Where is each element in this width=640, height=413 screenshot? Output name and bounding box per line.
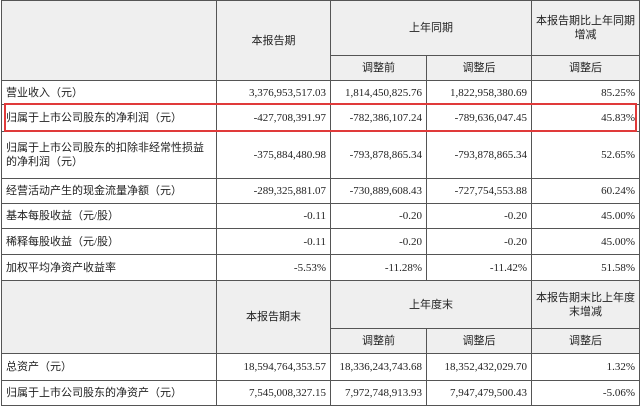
row: 归属于上市公司股东的扣除非经常性损益的净利润（元） -375,884,480.98…: [1, 131, 640, 179]
value-cell: 18,352,432,029.70: [426, 353, 532, 381]
value-cell: 7,947,479,500.43: [426, 380, 532, 406]
value-cell: -289,325,881.07: [216, 178, 331, 204]
header-row: 本报告期末 上年度末 本报告期末比上年度末增减: [1, 280, 640, 354]
header-cell: 本报告期末: [216, 280, 331, 354]
value-cell: 3,376,953,517.03: [216, 80, 331, 105]
value-cell: 1.32%: [531, 353, 640, 381]
header-row: 调整前 调整后 调整后: [2, 328, 640, 354]
header-cell: 调整后: [426, 328, 532, 354]
header-cell: 调整后: [531, 55, 640, 81]
value-cell: 60.24%: [531, 178, 640, 204]
row: 经营活动产生的现金流量净额（元） -289,325,881.07 -730,889,…: [1, 178, 640, 204]
value-cell: -0.20: [330, 228, 427, 255]
value-cell: -789,636,047.45: [426, 104, 532, 132]
value-cell: -11.28%: [330, 254, 427, 281]
header-cell: 调整后: [426, 55, 532, 81]
row: 营业收入（元） 3,376,953,517.03 1,814,450,825.76 1…: [1, 80, 640, 105]
label-cell: 归属于上市公司股东的净利润（元）: [1, 104, 217, 132]
value-cell: 1,814,450,825.76: [330, 80, 427, 105]
row: 稀释每股收益（元/股） -0.11 -0.20 -0.20 45.00%: [1, 228, 640, 255]
value-cell: -793,878,865.34: [426, 131, 532, 179]
value-cell: 45.00%: [531, 203, 640, 229]
value-cell: -427,708,391.97: [216, 104, 331, 132]
value-cell: -375,884,480.98: [216, 131, 331, 179]
row: 总资产（元） 18,594,764,353.57 18,336,243,743.68…: [1, 353, 640, 381]
label-cell: 营业收入（元）: [1, 80, 217, 105]
value-cell: 85.25%: [531, 80, 640, 105]
label-cell: 加权平均净资产收益率: [1, 254, 217, 281]
label-cell: 经营活动产生的现金流量净额（元）: [1, 178, 217, 204]
value-cell: 7,972,748,913.93: [330, 380, 427, 406]
value-cell: -793,878,865.34: [330, 131, 427, 179]
value-cell: 51.58%: [531, 254, 640, 281]
corner: [1, 0, 217, 81]
value-cell: -11.42%: [426, 254, 532, 281]
highlight-box: [4, 103, 637, 132]
label-cell: 归属于上市公司股东的净资产（元）: [1, 380, 217, 406]
header-cell: 调整后: [531, 328, 640, 354]
value-cell: -5.53%: [216, 254, 331, 281]
header-cell: 本报告期: [216, 0, 331, 81]
value-cell: -5.06%: [531, 380, 640, 406]
value-cell: -0.11: [216, 228, 331, 255]
label-cell: 归属于上市公司股东的扣除非经常性损益的净利润（元）: [1, 131, 217, 179]
header-cell: 本报告期比上年同期增减: [531, 0, 640, 56]
value-cell: -0.20: [426, 228, 532, 255]
row: 加权平均净资产收益率 -5.53% -11.28% -11.42% 51.58%: [1, 254, 640, 281]
value-cell: -727,754,553.88: [426, 178, 532, 204]
header-cell: 调整前: [330, 55, 427, 81]
value-cell: -0.20: [426, 203, 532, 229]
header-cell: 调整前: [330, 328, 427, 354]
row: 基本每股收益（元/股） -0.11 -0.20 -0.20 45.00%: [1, 203, 640, 229]
value-cell: 45.83%: [531, 104, 640, 132]
row: 归属于上市公司股东的净利润（元） -427,708,391.97 -782,386,…: [1, 104, 640, 132]
value-cell: 45.00%: [531, 228, 640, 255]
header-cell: 上年度末: [330, 280, 532, 329]
value-cell: 18,594,764,353.57: [216, 353, 331, 381]
value-cell: 7,545,008,327.15: [216, 380, 331, 406]
header-cell: 上年同期: [330, 0, 532, 56]
value-cell: -0.11: [216, 203, 331, 229]
value-cell: 1,822,958,380.69: [426, 80, 532, 105]
label-cell: 稀释每股收益（元/股）: [1, 228, 217, 255]
header-cell: 本报告期末比上年度末增减: [531, 280, 640, 329]
value-cell: 52.65%: [531, 131, 640, 179]
value-cell: -0.20: [330, 203, 427, 229]
row: 归属于上市公司股东的净资产（元） 7,545,008,327.15 7,972,74…: [1, 380, 640, 406]
label-cell: 基本每股收益（元/股）: [1, 203, 217, 229]
label-cell: 总资产（元）: [1, 353, 217, 381]
corner: [1, 280, 217, 354]
value-cell: -730,889,608.43: [330, 178, 427, 204]
value-cell: 18,336,243,743.68: [330, 353, 427, 381]
